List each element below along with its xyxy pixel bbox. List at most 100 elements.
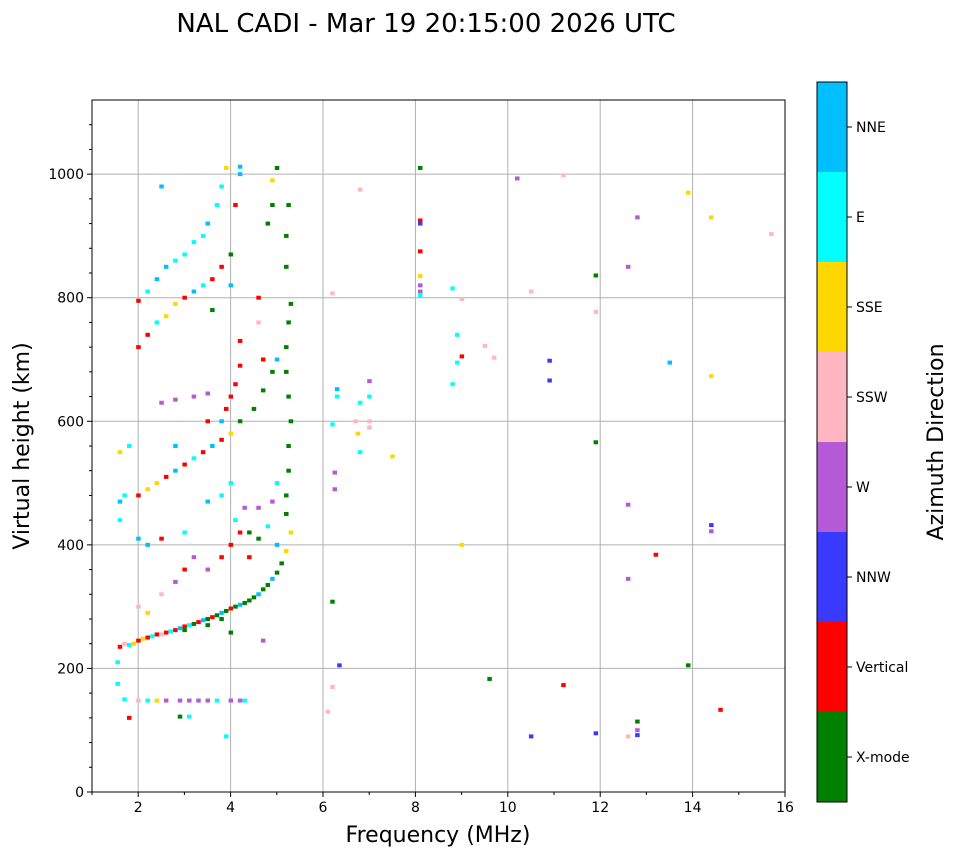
data-point-nne bbox=[205, 499, 210, 504]
data-point-x-mode bbox=[274, 165, 280, 170]
data-point-e bbox=[242, 698, 247, 703]
data-point-e bbox=[187, 623, 192, 628]
data-point-x-mode bbox=[284, 511, 289, 516]
data-point-nnw bbox=[528, 734, 534, 739]
y-tick-label: 1000 bbox=[48, 167, 84, 183]
data-point-w bbox=[205, 567, 210, 572]
data-point-vertical bbox=[163, 630, 169, 635]
data-point-vertical bbox=[136, 638, 141, 643]
data-point-x-mode bbox=[219, 617, 224, 621]
data-point-vertical bbox=[136, 493, 141, 498]
data-point-sse bbox=[145, 487, 150, 492]
data-point-w bbox=[205, 391, 210, 396]
data-point-e bbox=[145, 289, 150, 294]
data-point-w bbox=[515, 176, 520, 181]
data-point-nne bbox=[173, 468, 178, 473]
data-point-e bbox=[122, 493, 127, 498]
data-point-vertical bbox=[154, 632, 160, 637]
colorbar-label-ssw: SSW bbox=[856, 390, 888, 406]
colorbar-label-e: E bbox=[856, 210, 865, 226]
data-point-w bbox=[367, 379, 372, 384]
colorbar-label-nne: NNE bbox=[856, 120, 886, 136]
data-point-ssw bbox=[159, 632, 164, 637]
data-point-e bbox=[187, 714, 192, 719]
data-point-vertical bbox=[126, 715, 132, 720]
data-point-x-mode bbox=[260, 388, 266, 393]
y-tick-label: 200 bbox=[57, 661, 84, 677]
data-point-nnw bbox=[418, 221, 423, 226]
data-point-sse bbox=[390, 454, 395, 459]
colorbar-segment-nnw bbox=[817, 532, 847, 622]
data-point-ssw bbox=[136, 604, 141, 609]
data-point-x-mode bbox=[286, 320, 291, 325]
data-point-e bbox=[233, 518, 238, 523]
data-point-w bbox=[205, 698, 210, 703]
data-point-ssw bbox=[593, 309, 599, 314]
data-point-nnw bbox=[635, 733, 640, 738]
data-point-x-mode bbox=[286, 203, 291, 208]
data-point-nne bbox=[219, 419, 224, 424]
data-point-x-mode bbox=[635, 719, 640, 724]
data-point-e bbox=[214, 203, 220, 208]
data-point-ssw bbox=[528, 289, 534, 294]
x-tick-label: 14 bbox=[684, 800, 702, 816]
data-point-vertical bbox=[145, 332, 150, 337]
x-tick-label: 12 bbox=[591, 800, 609, 816]
data-point-sse bbox=[163, 314, 169, 319]
data-point-x-mode bbox=[228, 630, 234, 635]
data-point-vertical bbox=[561, 683, 566, 688]
data-point-ssw bbox=[330, 291, 335, 296]
data-point-nnw bbox=[547, 378, 552, 383]
data-point-x-mode bbox=[284, 345, 289, 350]
data-point-vertical bbox=[182, 295, 187, 300]
data-point-nnw bbox=[547, 358, 552, 363]
data-point-nne bbox=[334, 387, 340, 392]
data-point-w bbox=[242, 505, 247, 510]
data-point-e bbox=[126, 642, 132, 647]
data-point-sse bbox=[418, 274, 423, 279]
data-point-e bbox=[191, 456, 197, 461]
y-tick-label: 600 bbox=[57, 414, 84, 430]
data-point-vertical bbox=[223, 406, 229, 411]
data-point-x-mode bbox=[228, 252, 234, 257]
data-point-x-mode bbox=[274, 570, 280, 575]
data-point-vertical bbox=[459, 354, 465, 359]
data-point-ssw bbox=[325, 709, 331, 714]
data-point-e bbox=[367, 394, 372, 399]
data-point-vertical bbox=[173, 628, 178, 633]
data-point-e bbox=[219, 184, 224, 189]
data-point-nne bbox=[237, 602, 243, 607]
data-point-vertical bbox=[260, 357, 266, 362]
data-point-x-mode bbox=[191, 621, 197, 626]
data-point-vertical bbox=[653, 552, 659, 557]
data-point-x-mode bbox=[418, 165, 423, 170]
data-point-sse bbox=[709, 215, 714, 220]
colorbar-segment-w bbox=[817, 442, 847, 532]
data-point-e bbox=[200, 233, 206, 238]
data-point-vertical bbox=[219, 264, 224, 269]
data-point-vertical bbox=[247, 555, 252, 560]
data-point-nne bbox=[117, 499, 123, 504]
data-point-sse bbox=[288, 530, 294, 535]
data-point-ssw bbox=[459, 296, 465, 301]
data-point-vertical bbox=[200, 450, 206, 455]
data-point-e bbox=[117, 518, 123, 523]
data-point-nne bbox=[237, 164, 243, 169]
data-point-sse bbox=[270, 178, 275, 183]
data-point-e bbox=[191, 240, 197, 245]
data-point-e bbox=[418, 293, 423, 298]
data-point-sse bbox=[228, 431, 234, 436]
data-point-vertical bbox=[159, 536, 164, 541]
data-point-ssw bbox=[367, 419, 372, 424]
data-point-x-mode bbox=[223, 608, 229, 613]
data-point-w bbox=[163, 698, 169, 703]
data-point-e bbox=[126, 444, 132, 448]
data-point-nne bbox=[274, 542, 280, 547]
data-point-e bbox=[122, 697, 127, 702]
y-tick-label: 800 bbox=[57, 291, 84, 307]
data-point-e bbox=[223, 734, 229, 739]
data-point-vertical bbox=[233, 382, 238, 387]
grid-lines bbox=[92, 100, 786, 793]
data-point-x-mode bbox=[487, 676, 492, 681]
data-point-w bbox=[332, 470, 338, 475]
